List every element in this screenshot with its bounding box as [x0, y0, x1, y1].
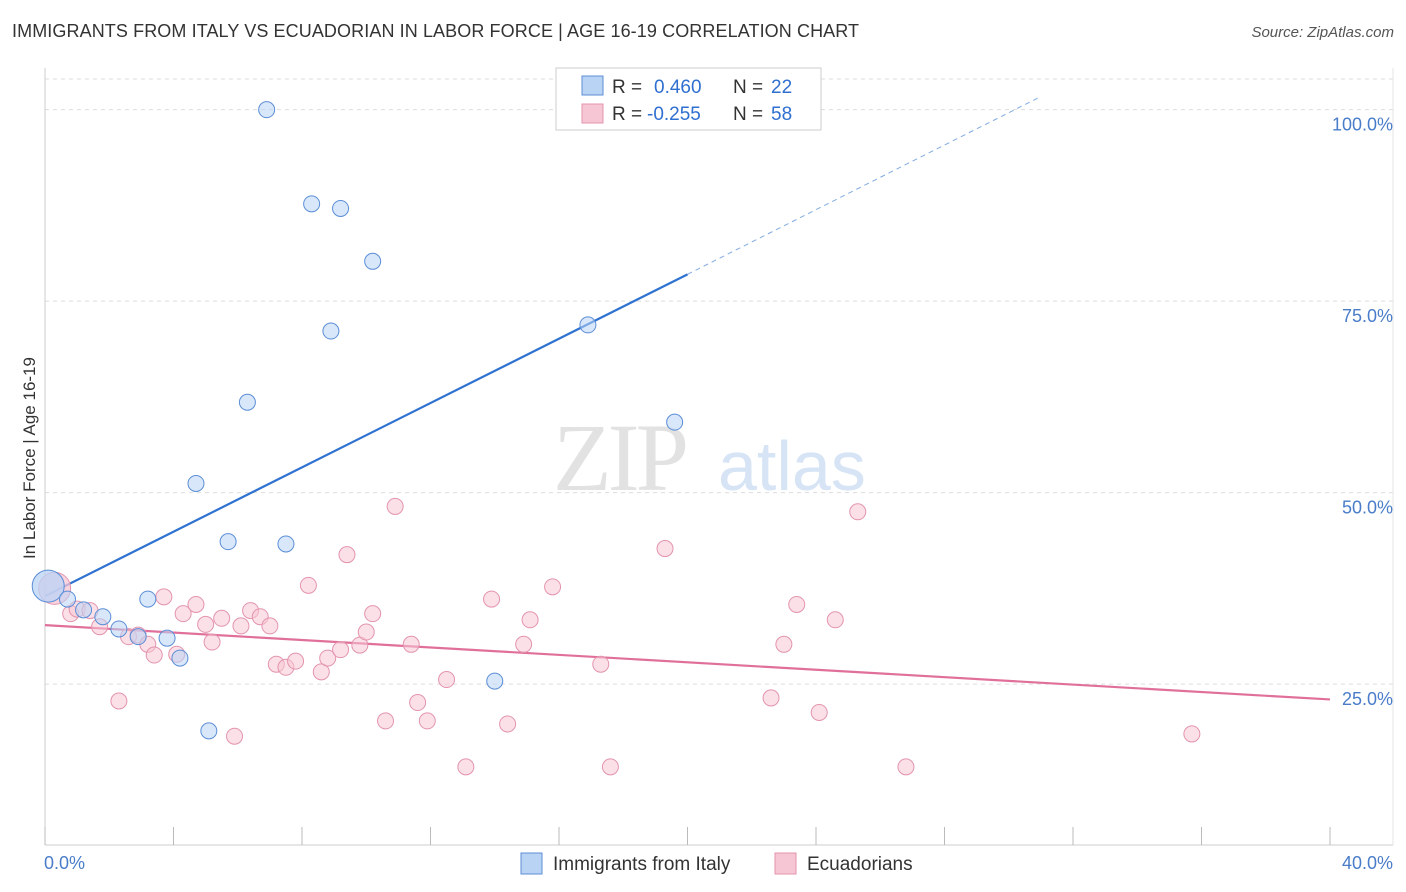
- italy-point: [277, 535, 295, 553]
- y-axis-title: In Labor Force | Age 16-19: [20, 357, 39, 559]
- legend-italy-n-label: N =: [733, 77, 763, 98]
- italy-point: [486, 672, 504, 690]
- x-tick-label-max: 40.0%: [1342, 853, 1393, 873]
- y-tick-label: 100.0%: [1332, 115, 1393, 135]
- ecuadorian-point: [287, 652, 305, 670]
- ecuadorian-point: [319, 649, 337, 667]
- legend-italy-r-label: R =: [612, 77, 642, 98]
- correlation-legend: R = 0.460 N = 22 R = -0.255 N = 58: [555, 67, 822, 131]
- italy-point: [58, 590, 76, 608]
- ecuadorian-point: [377, 712, 395, 730]
- legend-swatch-italy: [581, 75, 604, 96]
- ecuadorian-point: [483, 590, 501, 608]
- ecuadorian-point: [110, 692, 128, 710]
- italy-point: [31, 569, 65, 603]
- italy-point: [110, 620, 128, 638]
- watermark-zip: ZIP: [553, 404, 686, 511]
- data-points: [31, 101, 1201, 776]
- ecuadorian-point: [826, 611, 844, 629]
- ecuadorian-point: [418, 712, 436, 730]
- ecuadorian-point: [174, 605, 192, 623]
- italy-point: [258, 101, 276, 119]
- ecuadorian-point: [849, 503, 867, 521]
- ecuadorian-point: [409, 694, 427, 712]
- ecuadorian-point: [187, 595, 205, 613]
- ecuadorian-point: [338, 546, 356, 564]
- ecuadorian-point: [261, 617, 279, 635]
- trend-lines: [44, 97, 1331, 701]
- watermark-atlas: atlas: [718, 427, 866, 505]
- italy-point: [219, 533, 237, 551]
- series-legend: Immigrants from Italy Ecuadorians: [520, 852, 913, 875]
- italy-point: [139, 590, 157, 608]
- italy-point: [322, 322, 340, 340]
- axes: [44, 68, 1394, 846]
- bottom-legend-ecu-label: Ecuadorians: [807, 854, 913, 875]
- legend-ecu-r-value: -0.255: [647, 104, 701, 125]
- ecuadorian-point: [544, 578, 562, 596]
- italy-point: [579, 316, 597, 334]
- italy-point: [666, 413, 684, 431]
- legend-ecu-r-label: R =: [612, 104, 642, 125]
- italy-point: [187, 474, 205, 492]
- italy-point: [94, 608, 112, 626]
- italy-point: [158, 629, 176, 647]
- ecuadorian-point: [810, 703, 828, 721]
- ecuadorian-point: [499, 715, 517, 733]
- legend-italy-n-value: 22: [771, 77, 792, 98]
- ecuadorian-point: [364, 605, 382, 623]
- legend-ecu-n-label: N =: [733, 104, 763, 125]
- ecuadorian-point: [232, 617, 250, 635]
- ecuadorian-point: [197, 615, 215, 633]
- ecuadorian-trend-line: [44, 624, 1331, 701]
- ecuadorian-point: [775, 635, 793, 653]
- ecuadorian-point: [656, 540, 674, 558]
- ecuadorian-point: [155, 588, 173, 606]
- x-tick-label-min: 0.0%: [44, 853, 85, 873]
- ecuadorian-point: [438, 671, 456, 689]
- ecuadorian-point: [299, 576, 317, 594]
- ecuadorian-point: [312, 663, 330, 681]
- ecuadorian-point: [601, 758, 619, 776]
- italy-trend-extension: [687, 97, 1038, 275]
- ecuadorian-point: [226, 727, 244, 745]
- ecuadorian-point: [1183, 725, 1201, 743]
- ecuadorian-point: [213, 609, 231, 627]
- ecuadorian-point: [762, 689, 780, 707]
- source-credit: Source: ZipAtlas.com: [1251, 24, 1394, 41]
- bottom-legend-swatch-ecu: [774, 852, 797, 875]
- ecuadorian-point: [203, 633, 221, 651]
- italy-point: [75, 601, 93, 619]
- italy-point: [303, 195, 321, 213]
- y-tick-label: 50.0%: [1342, 498, 1393, 518]
- italy-point: [200, 722, 218, 740]
- legend-italy-r-value: 0.460: [654, 77, 702, 98]
- italy-point: [364, 252, 382, 270]
- italy-point: [332, 199, 350, 217]
- bottom-legend-swatch-italy: [520, 852, 543, 875]
- ecuadorian-point: [592, 655, 610, 673]
- y-tick-label: 75.0%: [1342, 306, 1393, 326]
- y-tick-label: 25.0%: [1342, 689, 1393, 709]
- ecuadorian-point: [897, 758, 915, 776]
- ecuadorian-point: [402, 635, 420, 653]
- legend-swatch-ecu: [581, 103, 604, 124]
- chart-title: IMMIGRANTS FROM ITALY VS ECUADORIAN IN L…: [12, 21, 860, 41]
- italy-point: [129, 628, 147, 646]
- ecuadorian-point: [788, 595, 806, 613]
- legend-ecu-n-value: 58: [771, 104, 792, 125]
- watermark: ZIP atlas: [553, 404, 866, 511]
- italy-point: [171, 649, 189, 667]
- ecuadorian-point: [457, 758, 475, 776]
- ecuadorian-point: [386, 497, 404, 515]
- ecuadorian-point: [332, 641, 350, 659]
- ecuadorian-point: [515, 635, 533, 653]
- ecuadorian-point: [521, 611, 539, 629]
- bottom-legend-italy-label: Immigrants from Italy: [553, 854, 731, 875]
- ecuadorian-point: [145, 646, 163, 664]
- ecuadorian-point: [357, 623, 375, 641]
- italy-point: [238, 393, 256, 411]
